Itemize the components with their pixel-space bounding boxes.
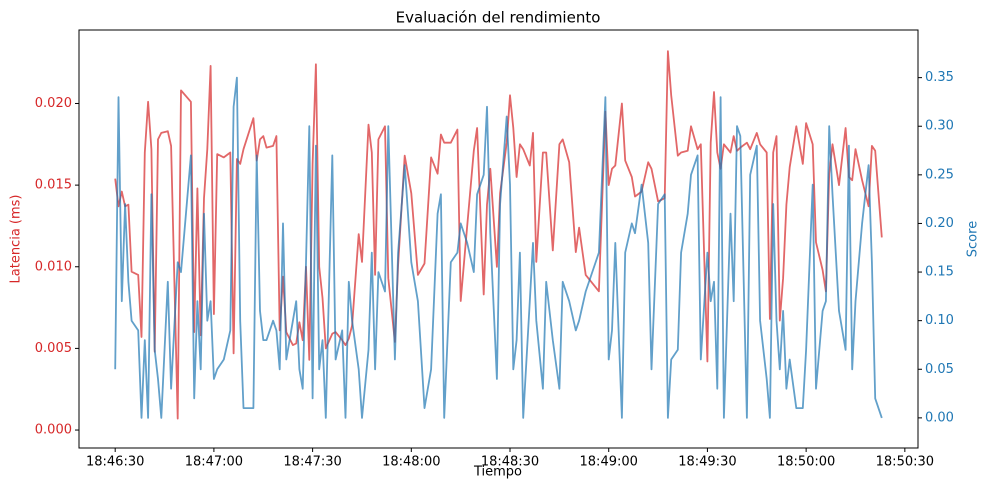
- y2-tick-label: 0.15: [925, 265, 954, 280]
- y2-tick-label: 0.35: [925, 70, 954, 85]
- y-tick-label: 0.020: [35, 96, 72, 111]
- x-tick-label: 18:49:30: [678, 455, 736, 470]
- y-axis-label: Latencia (ms): [9, 195, 24, 284]
- y2-axis-label: Score: [966, 221, 981, 257]
- x-tick-label: 18:47:30: [283, 455, 341, 470]
- x-tick-label: 18:48:00: [382, 455, 440, 470]
- x-tick-label: 18:47:00: [185, 455, 243, 470]
- y2-tick-label: 0.10: [925, 313, 954, 328]
- x-tick-label: 18:50:00: [777, 455, 835, 470]
- data-line: [114, 76, 883, 419]
- y-tick-label: 0.005: [35, 341, 72, 356]
- x-axis-label: Tiempo: [473, 465, 522, 480]
- chart-title: Evaluación del rendimiento: [396, 9, 601, 27]
- x-tick-label: 18:50:30: [876, 455, 934, 470]
- y-tick-label: 0.015: [35, 178, 72, 193]
- y-tick-label: 0.000: [35, 423, 72, 438]
- data-line: [114, 50, 883, 420]
- x-tick-label: 18:49:00: [580, 455, 638, 470]
- x-tick-label: 18:48:30: [481, 455, 539, 470]
- y-tick-label: 0.010: [35, 259, 72, 274]
- y2-tick-label: 0.05: [925, 362, 954, 377]
- y2-tick-label: 0.00: [925, 410, 954, 425]
- plot-frame: [78, 29, 919, 449]
- y2-tick-label: 0.30: [925, 119, 954, 134]
- y2-tick-label: 0.25: [925, 167, 954, 182]
- x-tick-label: 18:46:30: [86, 455, 144, 470]
- y2-tick-label: 0.20: [925, 216, 954, 231]
